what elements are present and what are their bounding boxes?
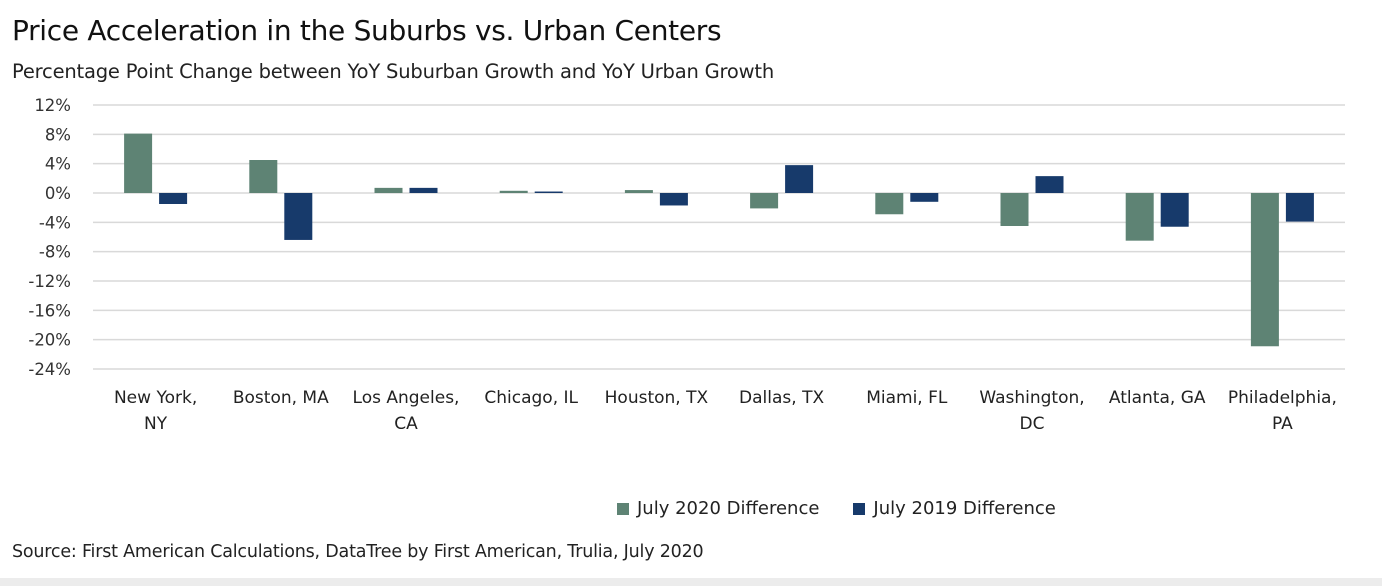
y-tick-label: 12% [34, 96, 71, 115]
gridlines [93, 104, 1345, 370]
x-category-label: Dallas, TX [739, 388, 824, 408]
bar-2019 [910, 193, 939, 202]
y-tick-label: -4% [39, 213, 71, 232]
bar-2020 [875, 193, 904, 215]
bar-2020 [249, 160, 278, 193]
bar-2019 [785, 165, 814, 193]
bar-2020 [1250, 193, 1279, 347]
x-category-label: Philadelphia, PA [1228, 388, 1337, 434]
bar-2019 [534, 191, 563, 193]
bar-2019 [659, 193, 688, 206]
bar-2019 [1285, 193, 1314, 222]
x-category-label: Houston, TX [605, 388, 709, 408]
bar-chart: 12% 8% 4% 0% -4% -8% -12% -16% -20% -24% New York… [28, 96, 1345, 434]
bar-2020 [1000, 193, 1029, 226]
bar-2020 [624, 190, 653, 193]
legend-swatch-2020 [617, 502, 629, 515]
y-tick-label: -20% [28, 331, 71, 350]
x-axis-labels: New York, NY Boston, MA Los Angeles, CA Chica… [114, 388, 1337, 434]
bar-2020 [1125, 193, 1154, 241]
y-tick-label: -24% [28, 360, 71, 379]
bar-2019 [1160, 193, 1189, 227]
legend-label-2020: July 2020 Difference [637, 498, 820, 519]
x-category-label: New York, NY [114, 388, 197, 434]
x-category-label: Chicago, IL [484, 388, 578, 408]
y-tick-label: 0% [45, 184, 71, 203]
y-tick-label: -16% [28, 301, 71, 320]
legend-item-2019[interactable]: July 2019 Difference [853, 498, 1056, 519]
legend-label-2019: July 2019 Difference [873, 498, 1056, 519]
y-tick-label: -12% [28, 272, 71, 291]
bar-2020 [374, 187, 403, 193]
bars [124, 133, 1314, 347]
bar-2020 [124, 133, 153, 193]
chart-title: Price Acceleration in the Suburbs vs. Ur… [12, 14, 722, 47]
bar-2020 [499, 190, 528, 193]
x-category-label: Boston, MA [233, 388, 329, 408]
legend-item-2020[interactable]: July 2020 Difference [617, 498, 819, 519]
bar-2019 [284, 193, 313, 240]
x-category-label: Miami, FL [866, 388, 948, 408]
y-axis-ticks: 12% 8% 4% 0% -4% -8% -12% -16% -20% -24% [28, 96, 71, 379]
bar-2020 [750, 193, 779, 209]
source-note: Source: First American Calculations, Dat… [12, 542, 704, 562]
chart-subtitle: Percentage Point Change between YoY Subu… [12, 60, 775, 83]
bar-2019 [159, 193, 188, 204]
bar-2019 [409, 187, 438, 193]
legend: July 2020 Difference July 2019 Differenc… [617, 498, 1090, 519]
x-category-label: Los Angeles, CA [353, 388, 460, 434]
x-category-label: Atlanta, GA [1109, 388, 1206, 408]
bottom-divider [0, 578, 1382, 586]
bar-2019 [1035, 176, 1064, 193]
y-tick-label: 8% [45, 125, 71, 144]
y-tick-label: -8% [39, 243, 71, 262]
y-tick-label: 4% [45, 155, 71, 174]
x-category-label: Washington, DC [979, 388, 1084, 434]
legend-swatch-2019 [853, 502, 866, 515]
